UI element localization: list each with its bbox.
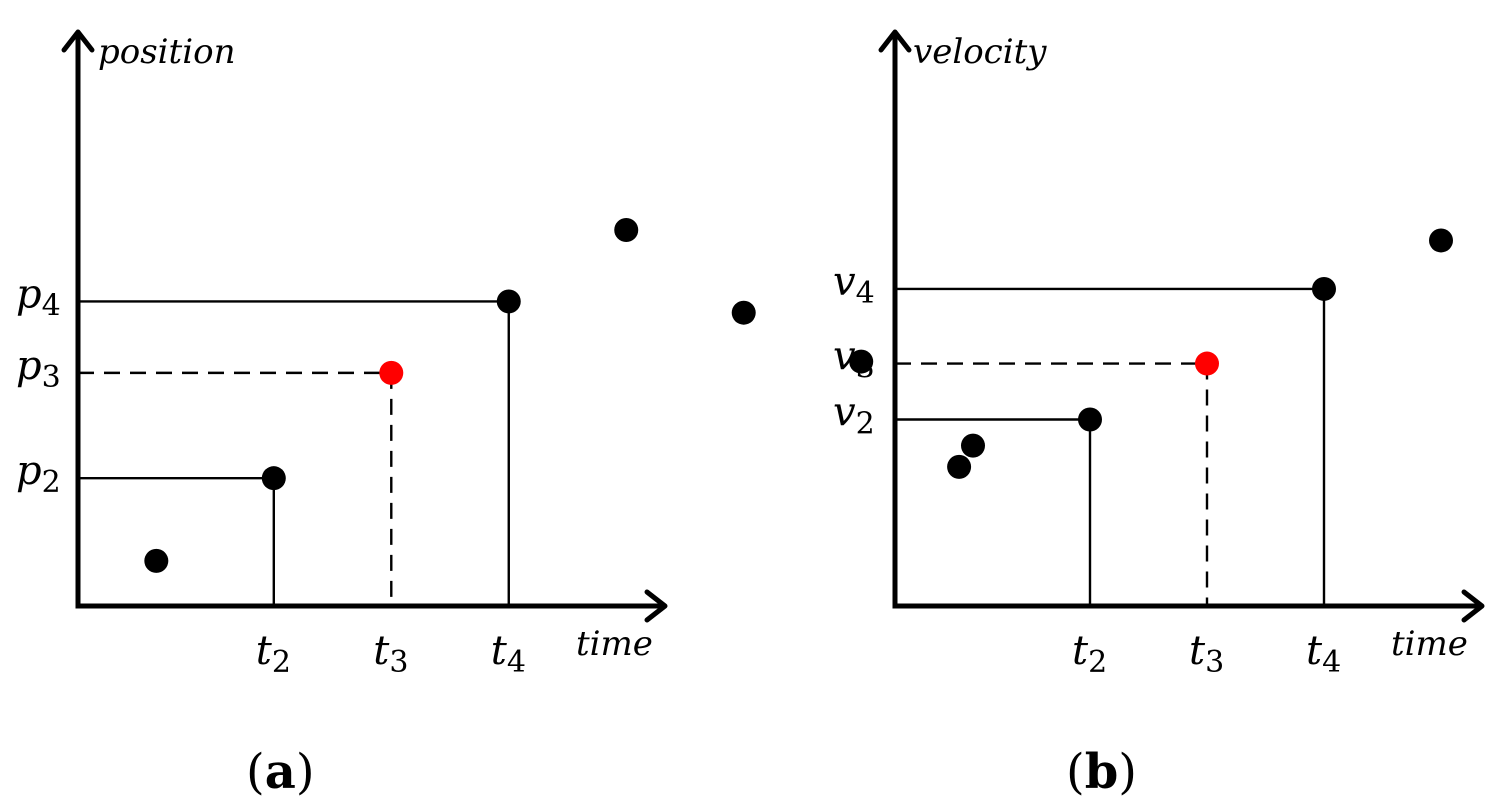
panel-label-open-paren: (: [246, 744, 265, 800]
data-point: [849, 349, 874, 374]
data-point: [1429, 228, 1453, 253]
panel-label-letter: a: [265, 744, 296, 800]
x-tick-label: t3: [373, 628, 408, 680]
y-tick-label-subscript: 3: [42, 360, 61, 395]
x-axis-arrow: [644, 589, 668, 623]
y-tick-label-base: p: [16, 271, 42, 317]
x-tick-label-subscript: 4: [507, 645, 526, 680]
y-axis-label: position: [98, 32, 235, 72]
y-tick-label: p2: [16, 448, 61, 500]
y-tick-label-subscript: 4: [856, 276, 875, 311]
x-tick-label: t2: [256, 628, 291, 680]
data-point: [144, 548, 169, 573]
x-tick-label-subscript: 2: [1088, 645, 1107, 680]
y-tick-label: p4: [16, 271, 61, 323]
panel-label: (b): [1066, 744, 1137, 800]
x-tick-label-base: t: [256, 628, 273, 674]
x-tick-label-base: t: [1189, 628, 1206, 674]
y-axis-arrow: [61, 29, 95, 53]
data-point: [496, 289, 521, 314]
panel-label-close-paren: ): [296, 744, 315, 800]
y-tick-label: p3: [16, 343, 61, 395]
y-tick-label-base: p: [16, 448, 42, 494]
y-tick-label-subscript: 2: [856, 407, 875, 442]
x-tick-label-subscript: 3: [389, 645, 408, 680]
data-point: [961, 433, 985, 458]
y-tick-label: v3: [833, 334, 875, 386]
highlighted-point: [1195, 351, 1219, 376]
x-axis-label: time: [1391, 624, 1468, 664]
x-tick-label: t3: [1189, 628, 1224, 680]
x-tick-label-base: t: [1306, 628, 1323, 674]
x-tick-label-subscript: 4: [1322, 645, 1341, 680]
y-tick-label: v4: [833, 259, 875, 311]
x-tick-label: t4: [1306, 628, 1341, 680]
x-axis-label: time: [576, 624, 653, 664]
x-tick-label-base: t: [491, 628, 508, 674]
data-point: [614, 218, 639, 242]
highlighted-point: [379, 360, 404, 385]
data-point: [731, 300, 756, 325]
panel-label-open-paren: (: [1066, 744, 1085, 800]
y-tick-label: v2: [833, 390, 875, 442]
x-tick-label-base: t: [1072, 628, 1089, 674]
data-point: [1312, 276, 1336, 301]
y-tick-label-base: v: [833, 259, 856, 305]
y-tick-label-subscript: 2: [42, 465, 61, 500]
y-tick-label-base: p: [16, 343, 42, 389]
y-axis-label: velocity: [913, 32, 1047, 72]
y-tick-label-base: v: [833, 390, 856, 436]
data-point: [947, 454, 972, 479]
y-tick-label-base: v: [833, 334, 856, 380]
x-tick-label: t2: [1072, 628, 1107, 680]
x-tick-label: t4: [491, 628, 526, 680]
data-point: [261, 466, 286, 491]
panel-label-close-paren: ): [1118, 744, 1137, 800]
y-tick-label-subscript: 3: [856, 351, 875, 386]
x-axis-arrow: [1461, 589, 1485, 623]
panel-label-letter: b: [1085, 744, 1119, 800]
data-point: [1078, 407, 1102, 432]
y-axis-arrow: [878, 29, 912, 53]
y-tick-label-subscript: 4: [42, 288, 61, 323]
x-tick-label-subscript: 3: [1205, 645, 1224, 680]
x-tick-label-base: t: [373, 628, 390, 674]
panel-label: (a): [246, 744, 315, 800]
x-tick-label-subscript: 2: [272, 645, 291, 680]
